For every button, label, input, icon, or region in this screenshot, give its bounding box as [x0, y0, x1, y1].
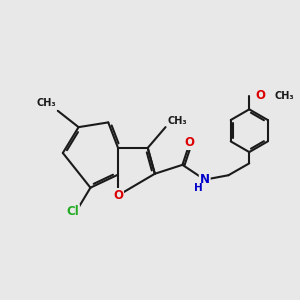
Text: H: H: [194, 183, 203, 193]
Text: Cl: Cl: [66, 205, 79, 218]
Text: CH₃: CH₃: [37, 98, 56, 108]
Text: CH₃: CH₃: [274, 91, 294, 101]
Text: CH₃: CH₃: [167, 116, 187, 126]
Text: O: O: [113, 189, 123, 202]
Text: N: N: [200, 173, 210, 186]
Text: O: O: [256, 89, 266, 103]
Text: O: O: [185, 136, 195, 149]
